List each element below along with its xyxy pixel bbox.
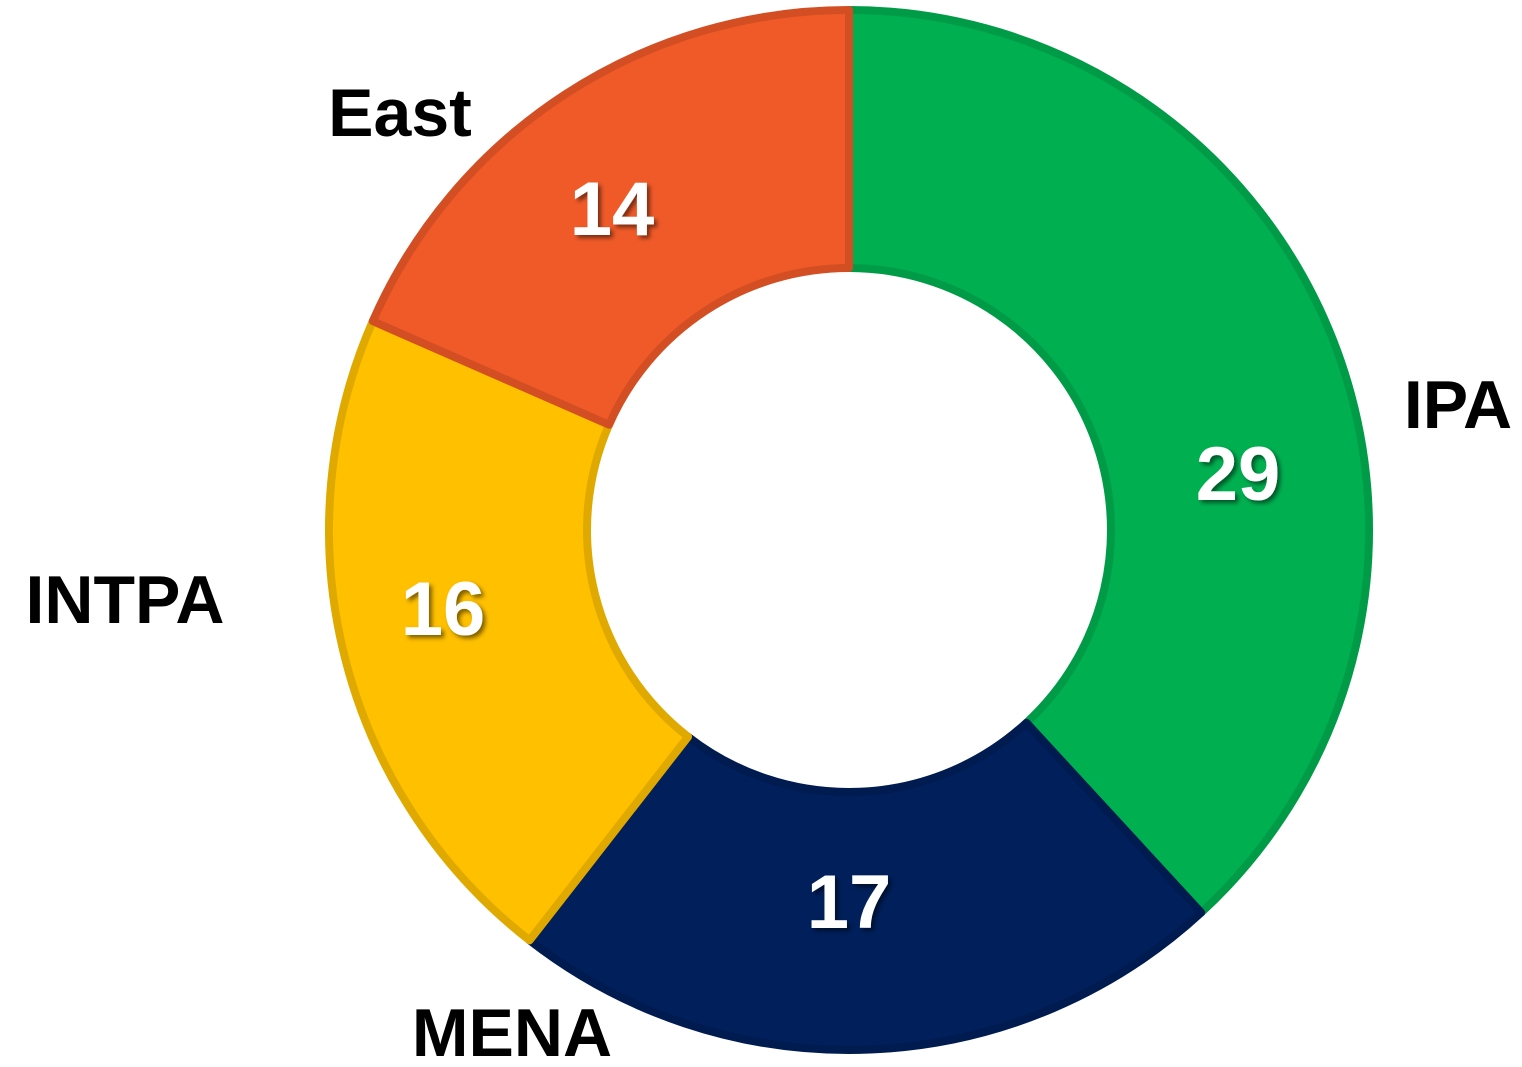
category-label: East [328, 75, 472, 151]
category-label: IPA [1404, 367, 1512, 443]
category-label: INTPA [26, 562, 225, 638]
value-label: 29 [1196, 432, 1281, 517]
donut-slice [368, 6, 853, 429]
value-label: 14 [570, 167, 655, 252]
donut-slice [525, 718, 1206, 1054]
value-label: 16 [401, 567, 486, 652]
donut-slice [325, 317, 693, 945]
donut-slice [845, 6, 1373, 917]
category-label: MENA [412, 995, 612, 1067]
value-label: 17 [807, 860, 892, 945]
